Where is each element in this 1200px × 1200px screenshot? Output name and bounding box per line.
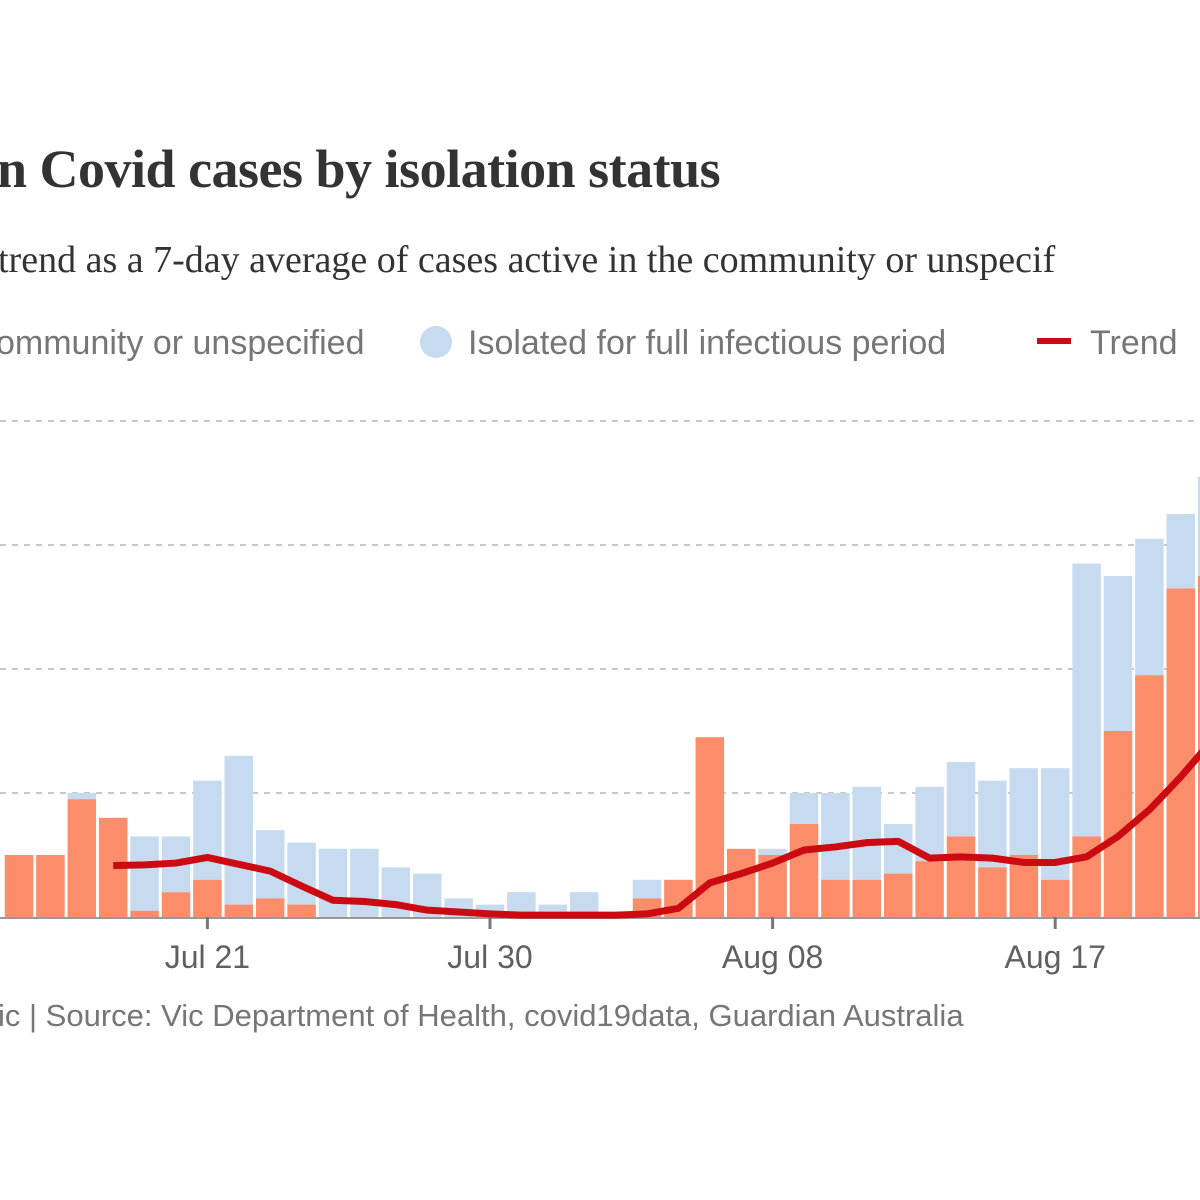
bar-isolated (350, 848, 379, 917)
bar-isolated (1135, 538, 1164, 676)
chart-source: ic | Source: Vic Department of Health, c… (0, 998, 964, 1033)
bar-isolated (318, 848, 348, 917)
bar-isolated (255, 830, 285, 899)
chart-subtitle: trend as a 7-day average of cases active… (0, 239, 1056, 281)
bar-isolated (1166, 514, 1196, 589)
bar-community (978, 867, 1007, 917)
bar-community (821, 879, 850, 917)
bar-community (726, 848, 756, 917)
legend-swatch-trend (1037, 338, 1071, 344)
bar-community (1040, 879, 1070, 917)
bar-community (161, 892, 191, 917)
bar-isolated (632, 879, 662, 899)
x-tick-label: Jul 21 (165, 939, 250, 975)
bar-isolated (224, 755, 254, 905)
bar-community (255, 898, 285, 917)
bar-community (946, 836, 976, 917)
x-tick-label: Aug 08 (722, 939, 823, 975)
bar-isolated (1197, 476, 1200, 576)
bar-community (852, 879, 882, 917)
bar-isolated (789, 793, 819, 824)
bar-community (4, 855, 34, 917)
bar-community (224, 904, 254, 917)
bar-community (67, 799, 97, 917)
bar-community (1166, 588, 1196, 917)
bar-community (789, 824, 819, 917)
x-tick-label: Jul 30 (447, 939, 532, 975)
bar-isolated (946, 762, 976, 837)
legend-label-community: ommunity or unspecified (0, 324, 365, 362)
bar-community (193, 879, 222, 917)
bar-isolated (915, 786, 944, 862)
bar-isolated (130, 836, 159, 911)
bar-isolated (287, 842, 316, 905)
bar-isolated (1103, 576, 1133, 731)
bar-community (883, 873, 913, 917)
bar-isolated (758, 848, 787, 855)
bar-isolated (193, 780, 222, 880)
trend-line (113, 749, 1200, 919)
legend-label-isolated: Isolated for full infectious period (468, 324, 947, 362)
bar-community (130, 910, 159, 917)
bar-isolated (1009, 768, 1039, 855)
chart-title: n Covid cases by isolation status (0, 139, 721, 199)
bar-isolated (821, 793, 850, 880)
legend-swatch-isolated (420, 326, 452, 358)
bar-isolated (852, 786, 882, 880)
legend-label-trend: Trend (1090, 324, 1178, 362)
bar-isolated (978, 780, 1007, 868)
bar-community (915, 861, 944, 917)
bar-isolated (67, 793, 97, 800)
bar-community (287, 904, 316, 917)
x-tick-label: Aug 17 (1004, 939, 1105, 975)
bar-community (1197, 576, 1200, 917)
bar-community (36, 855, 65, 917)
bar-isolated (1072, 563, 1101, 837)
